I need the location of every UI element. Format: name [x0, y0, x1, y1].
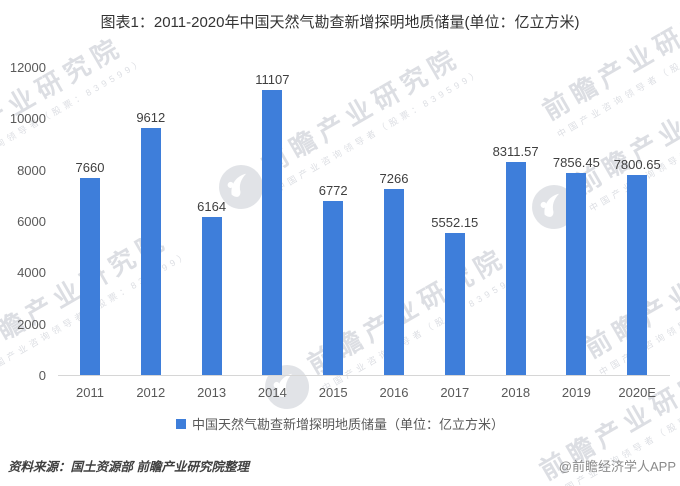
- legend-label: 中国天然气勘查新增探明地质储量（单位：亿立方米）: [191, 417, 504, 432]
- bar-2020E: [627, 174, 648, 375]
- y-axis: 0 2000 4000 6000 8000 10000 12000: [0, 60, 46, 383]
- bar-value-label: 7800.65: [613, 156, 661, 172]
- bar-2015: [323, 201, 344, 375]
- bar-2016: [384, 188, 404, 375]
- bar-value-label: 6164: [197, 198, 227, 214]
- bar-2013: [201, 216, 222, 375]
- bar-value-label: 5552.15: [431, 214, 479, 230]
- bar-value-label: 7660: [75, 160, 105, 176]
- chart-title: 图表1：2011-2020年中国天然气勘查新增探明地质储量(单位：亿立方米): [100, 14, 580, 31]
- x-axis-tick-label: 2011: [76, 385, 104, 400]
- bar-2012: [140, 128, 161, 375]
- bar-2018: [505, 161, 526, 375]
- bar-2019: [566, 173, 587, 375]
- legend: 中国天然气勘查新增探明地质储量（单位：亿立方米）: [0, 414, 680, 433]
- bar-value-label: 6772: [318, 183, 348, 199]
- x-axis-tick-label: 2013: [197, 385, 227, 400]
- y-axis-tick-label: 12000: [9, 60, 46, 75]
- x-axis-line: [58, 375, 670, 376]
- y-axis-tick-label: 8000: [17, 162, 46, 178]
- y-axis-tick-label: 6000: [17, 214, 46, 229]
- x-axis-tick-label: 2012: [136, 385, 166, 400]
- x-axis-tick-label: 2020E: [618, 385, 656, 400]
- bar-value-label: 8311.57: [492, 143, 539, 159]
- y-axis-tick-label: 2000: [17, 316, 46, 332]
- x-axis-tick-label: 2015: [318, 385, 348, 400]
- bar-2014: [262, 89, 283, 375]
- y-axis-tick-label: 4000: [17, 265, 46, 281]
- bar-value-label: 11107: [255, 71, 290, 87]
- footer-credit-text: @前瞻经济学人APP: [558, 459, 676, 474]
- x-axis-tick-label: 2016: [379, 385, 409, 400]
- legend-swatch: [175, 418, 186, 429]
- plot-area: 7660 2011 9612 2012 6164 2013 11107 2014 6772 201…: [58, 68, 670, 400]
- bar-2017: [444, 232, 465, 375]
- y-axis-tick-label: 10000: [9, 111, 46, 127]
- x-axis-tick-label: 2014: [257, 385, 287, 400]
- x-axis-tick-label: 2018: [501, 385, 531, 400]
- footer-source-text: 资料来源：国土资源部 前瞻产业研究院整理: [8, 460, 249, 474]
- bar-value-label: 7856.45: [552, 155, 600, 171]
- x-axis-tick-label: 2017: [440, 385, 470, 400]
- x-axis-tick-label: 2019: [561, 385, 591, 400]
- bar-value-label: 7266: [379, 170, 409, 186]
- y-axis-tick-label: 0: [38, 368, 46, 383]
- bar-2011: [80, 178, 100, 375]
- bar-value-label: 9612: [136, 110, 166, 126]
